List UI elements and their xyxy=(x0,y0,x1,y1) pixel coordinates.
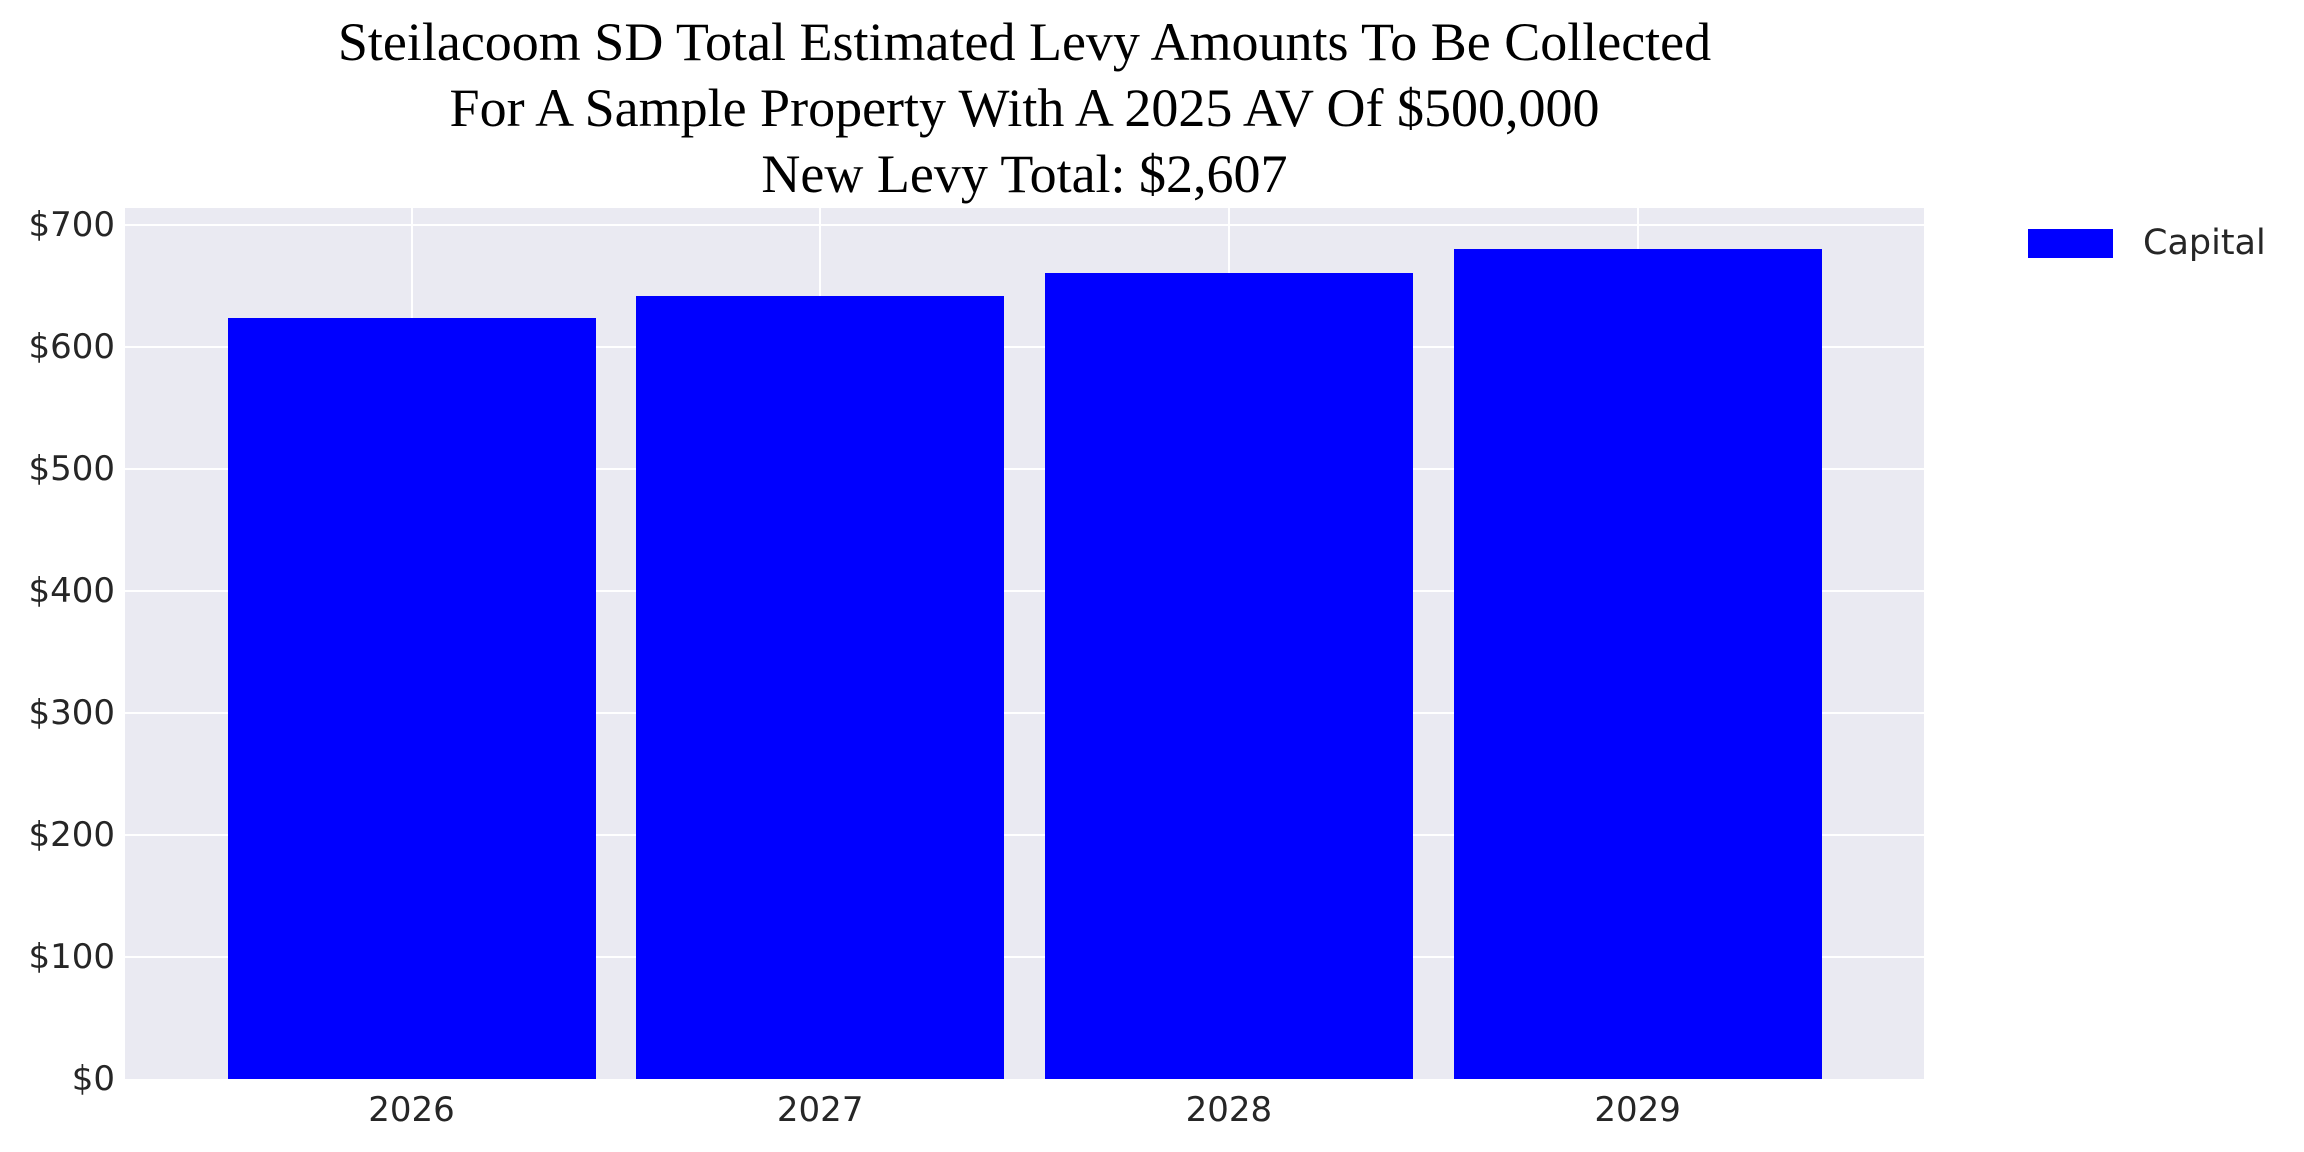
bar-2027 xyxy=(636,295,1005,1079)
chart-title-line-1: Steilacoom SD Total Estimated Levy Amoun… xyxy=(337,12,1712,72)
legend-label: Capital xyxy=(2143,223,2266,263)
chart-title: Steilacoom SD Total Estimated Levy Amoun… xyxy=(125,9,1924,207)
legend-color-swatch xyxy=(2028,228,2113,258)
h-gridline-400 xyxy=(125,590,1924,593)
h-gridline-700 xyxy=(125,224,1924,227)
y-tick-label-100: $100 xyxy=(28,937,115,977)
plot-area xyxy=(125,208,1924,1079)
bar-2028 xyxy=(1044,272,1413,1079)
h-gridline-200 xyxy=(125,834,1924,837)
legend: Capital xyxy=(2028,223,2266,263)
y-tick-label-700: $700 xyxy=(28,205,115,246)
x-tick-label-2027: 2027 xyxy=(776,1090,864,1130)
x-tick-label-2026: 2026 xyxy=(368,1090,455,1130)
y-tick-label-300: $300 xyxy=(28,693,115,734)
x-tick-label-2028: 2028 xyxy=(1185,1090,1273,1130)
h-gridline-600 xyxy=(125,346,1924,349)
chart-title-line-3: New Levy Total: $2,607 xyxy=(761,144,1288,204)
h-gridline-500 xyxy=(125,468,1924,471)
h-gridline-100 xyxy=(125,956,1924,959)
chart-title-line-2: For A Sample Property With A 2025 AV Of … xyxy=(449,78,1600,138)
x-tick-label-2029: 2029 xyxy=(1594,1090,1681,1130)
y-tick-label-400: $400 xyxy=(28,571,115,612)
y-tick-label-200: $200 xyxy=(28,815,115,856)
y-tick-label-600: $600 xyxy=(28,327,115,368)
h-gridline-300 xyxy=(125,712,1924,715)
y-tick-label-500: $500 xyxy=(28,449,115,490)
bar-2029 xyxy=(1453,249,1822,1079)
bar-2026 xyxy=(227,317,596,1079)
y-tick-label-0: $0 xyxy=(71,1059,115,1099)
